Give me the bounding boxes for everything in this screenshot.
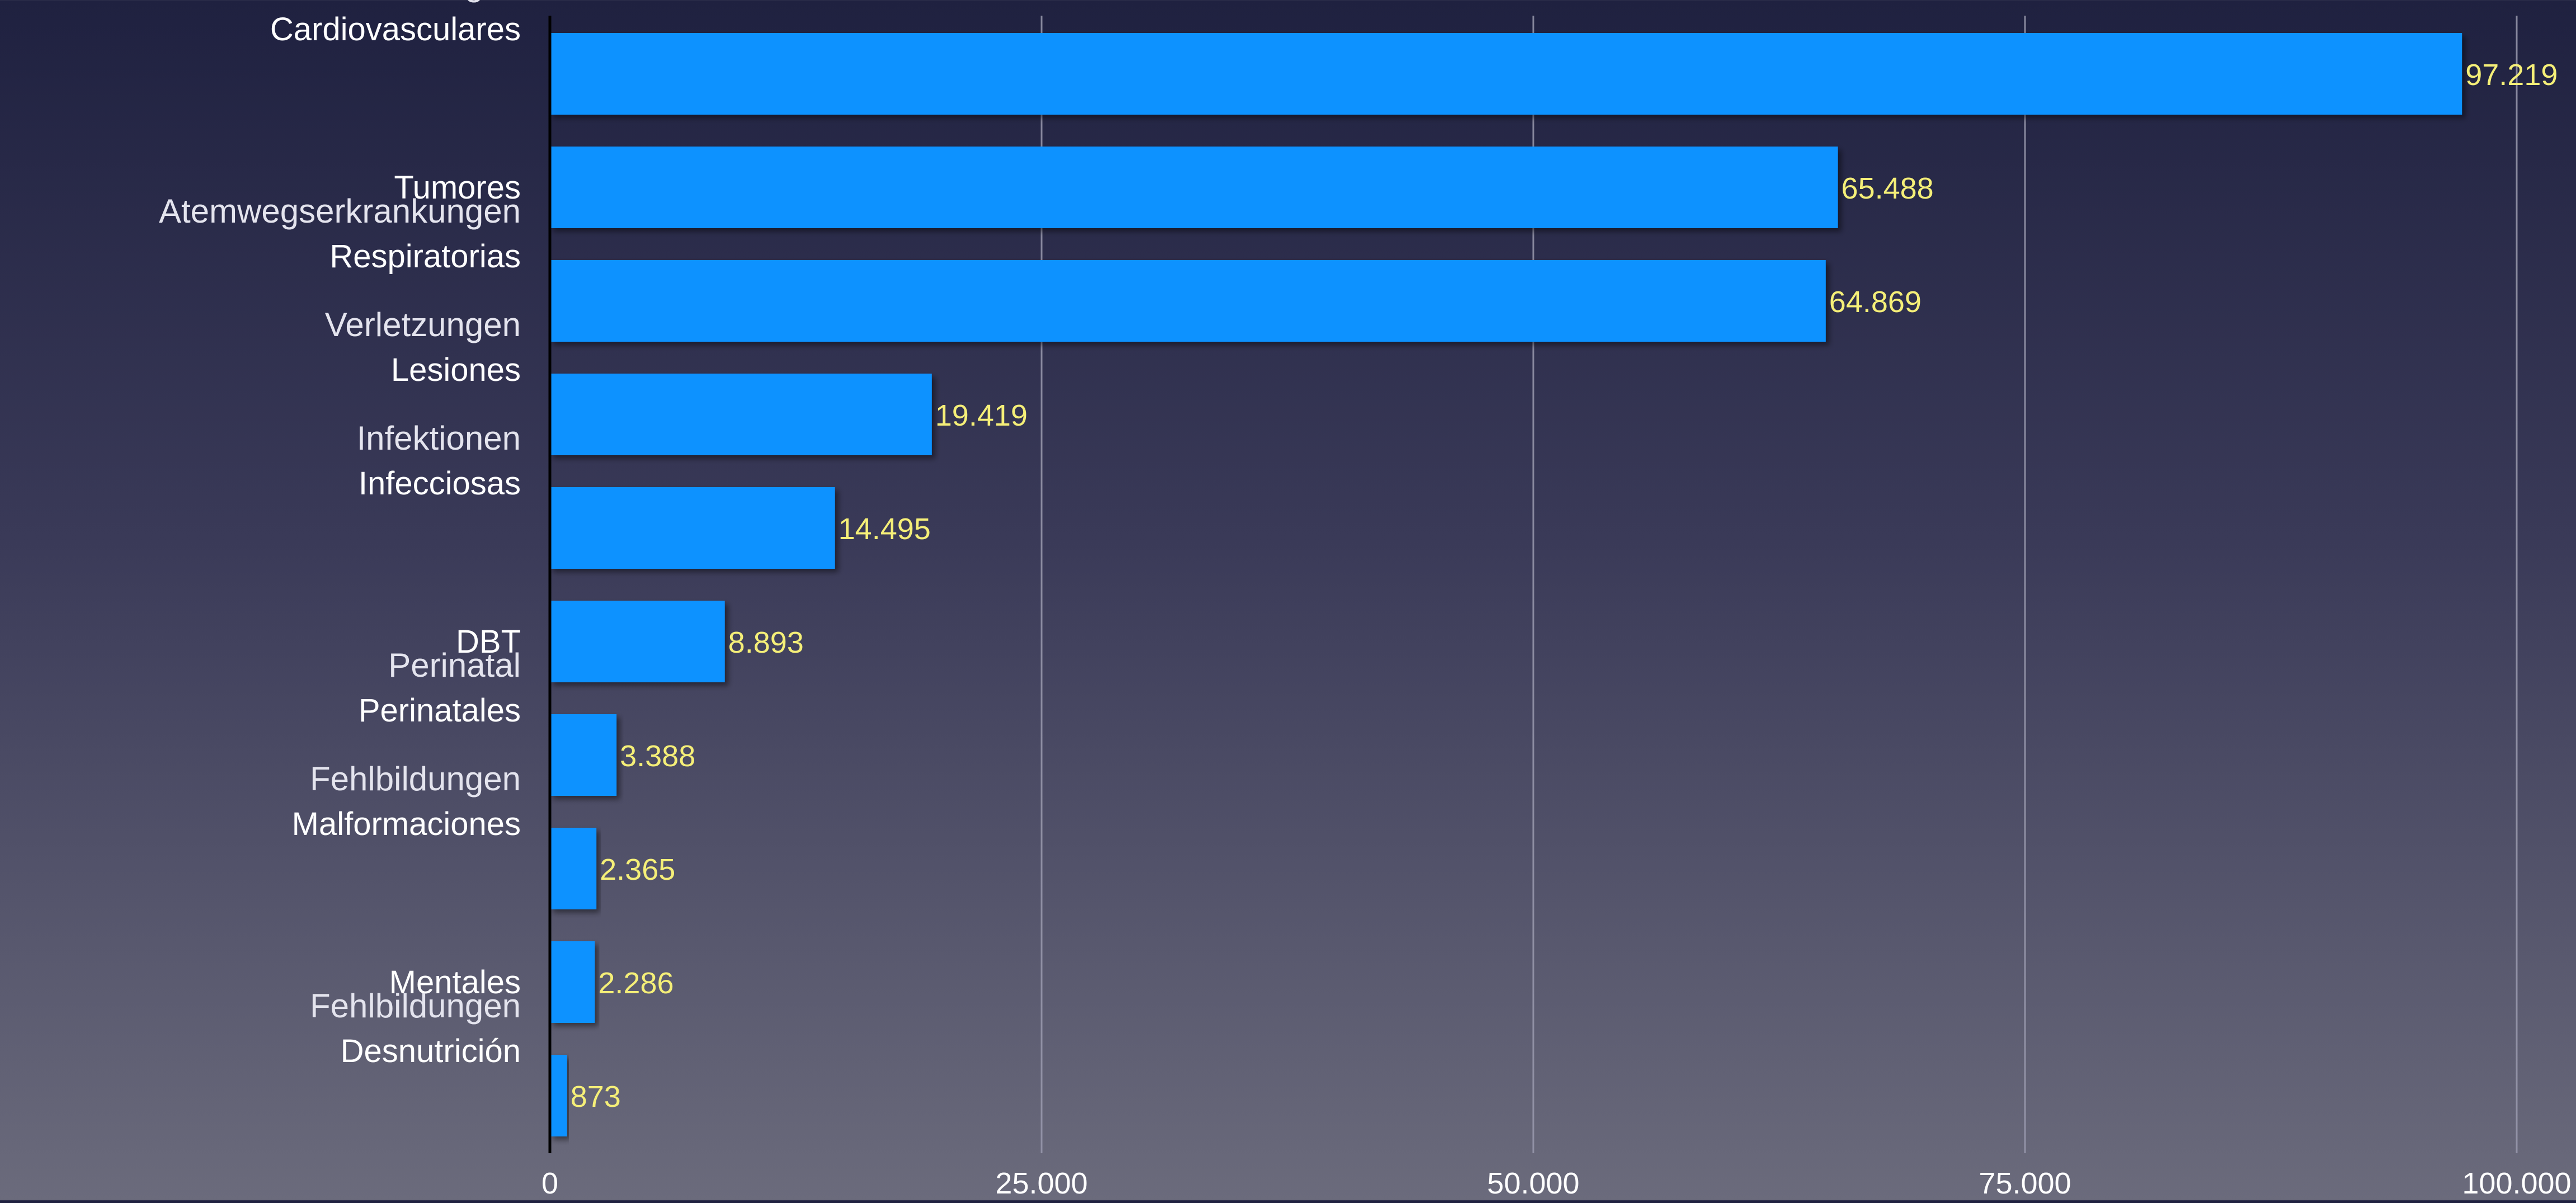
x-tick-label: 100.000 xyxy=(2462,1167,2571,1200)
bar xyxy=(550,714,617,796)
category-label: Tumores xyxy=(394,169,521,206)
bar xyxy=(550,374,932,455)
value-label: 3.388 xyxy=(620,739,695,773)
category-sublabel: Atemwegserkrankungen xyxy=(159,192,521,230)
category-label: Perinatales xyxy=(359,692,521,729)
value-label: 97.219 xyxy=(2465,58,2558,92)
value-label: 2.286 xyxy=(598,966,674,1000)
bar xyxy=(550,1055,567,1136)
category-sublabel: Fehlbildungen xyxy=(310,987,521,1025)
category-label: DBT xyxy=(456,624,521,660)
category-label: Respiratorias xyxy=(329,238,521,275)
category-label: Cardiovasculares xyxy=(270,11,521,48)
value-label: 8.893 xyxy=(728,626,804,659)
category-label: Lesiones xyxy=(391,352,521,388)
category-sublabel: kardiovaskuläre Erkrankungen xyxy=(68,0,521,3)
labels: 97.219 Cardiovasculares kardiovaskuläre Er… xyxy=(68,0,2572,1200)
value-label: 65.488 xyxy=(1842,172,1934,205)
category-sublabel: Perinatal xyxy=(388,647,521,684)
category-label: Malformaciones xyxy=(292,806,521,842)
x-tick-label: 0 xyxy=(541,1167,558,1200)
category-label: Mentales xyxy=(389,964,521,1001)
bar xyxy=(550,260,1826,342)
category-label: Desnutrición xyxy=(341,1033,521,1069)
category-sublabel: Infektionen xyxy=(356,419,521,457)
value-label: 2.365 xyxy=(600,853,675,886)
bars xyxy=(550,33,2462,1136)
value-label: 19.419 xyxy=(935,399,1028,432)
bar xyxy=(550,33,2462,115)
x-tick-label: 25.000 xyxy=(995,1167,1087,1200)
bar xyxy=(550,147,1838,228)
bar xyxy=(550,828,597,909)
x-tick-label: 50.000 xyxy=(1487,1167,1579,1200)
value-label: 14.495 xyxy=(839,512,931,546)
bar xyxy=(550,601,725,682)
category-sublabel: Fehlbildungen xyxy=(310,760,521,798)
bar xyxy=(550,487,835,569)
x-tick-label: 75.000 xyxy=(1979,1167,2071,1200)
value-label: 873 xyxy=(571,1080,621,1114)
bar xyxy=(550,941,595,1023)
category-sublabel: Verletzungen xyxy=(325,306,521,343)
category-label: Infecciosas xyxy=(359,465,521,502)
value-label: 64.869 xyxy=(1829,285,1922,319)
